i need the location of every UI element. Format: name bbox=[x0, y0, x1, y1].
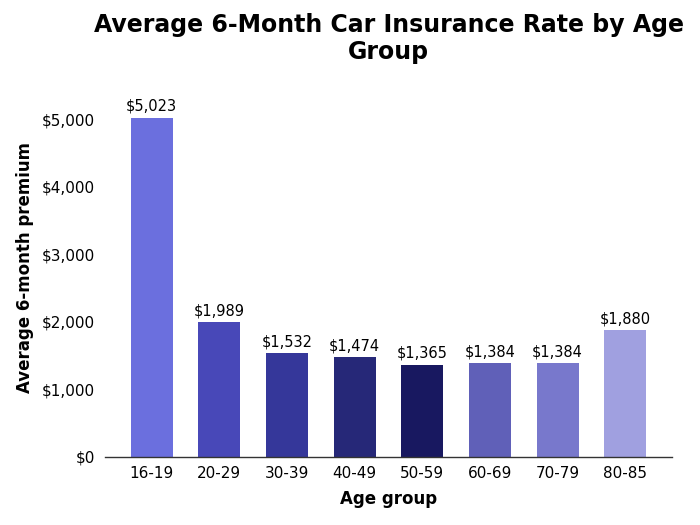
Bar bbox=[469, 363, 511, 457]
Text: $1,384: $1,384 bbox=[465, 344, 515, 360]
Text: $1,474: $1,474 bbox=[329, 339, 380, 353]
Bar bbox=[334, 357, 376, 457]
X-axis label: Age group: Age group bbox=[340, 490, 437, 508]
Bar bbox=[604, 330, 646, 457]
Bar bbox=[198, 322, 240, 457]
Text: $5,023: $5,023 bbox=[126, 99, 177, 114]
Bar bbox=[266, 353, 308, 457]
Text: $1,532: $1,532 bbox=[262, 334, 312, 350]
Text: $1,384: $1,384 bbox=[532, 344, 583, 360]
Text: $1,989: $1,989 bbox=[194, 304, 245, 319]
Y-axis label: Average 6-month premium: Average 6-month premium bbox=[15, 142, 34, 393]
Bar bbox=[537, 363, 579, 457]
Bar bbox=[401, 364, 443, 457]
Title: Average 6-Month Car Insurance Rate by Age
Group: Average 6-Month Car Insurance Rate by Ag… bbox=[94, 13, 683, 64]
Bar bbox=[131, 118, 173, 457]
Text: $1,365: $1,365 bbox=[397, 346, 448, 361]
Text: $1,880: $1,880 bbox=[600, 311, 651, 326]
